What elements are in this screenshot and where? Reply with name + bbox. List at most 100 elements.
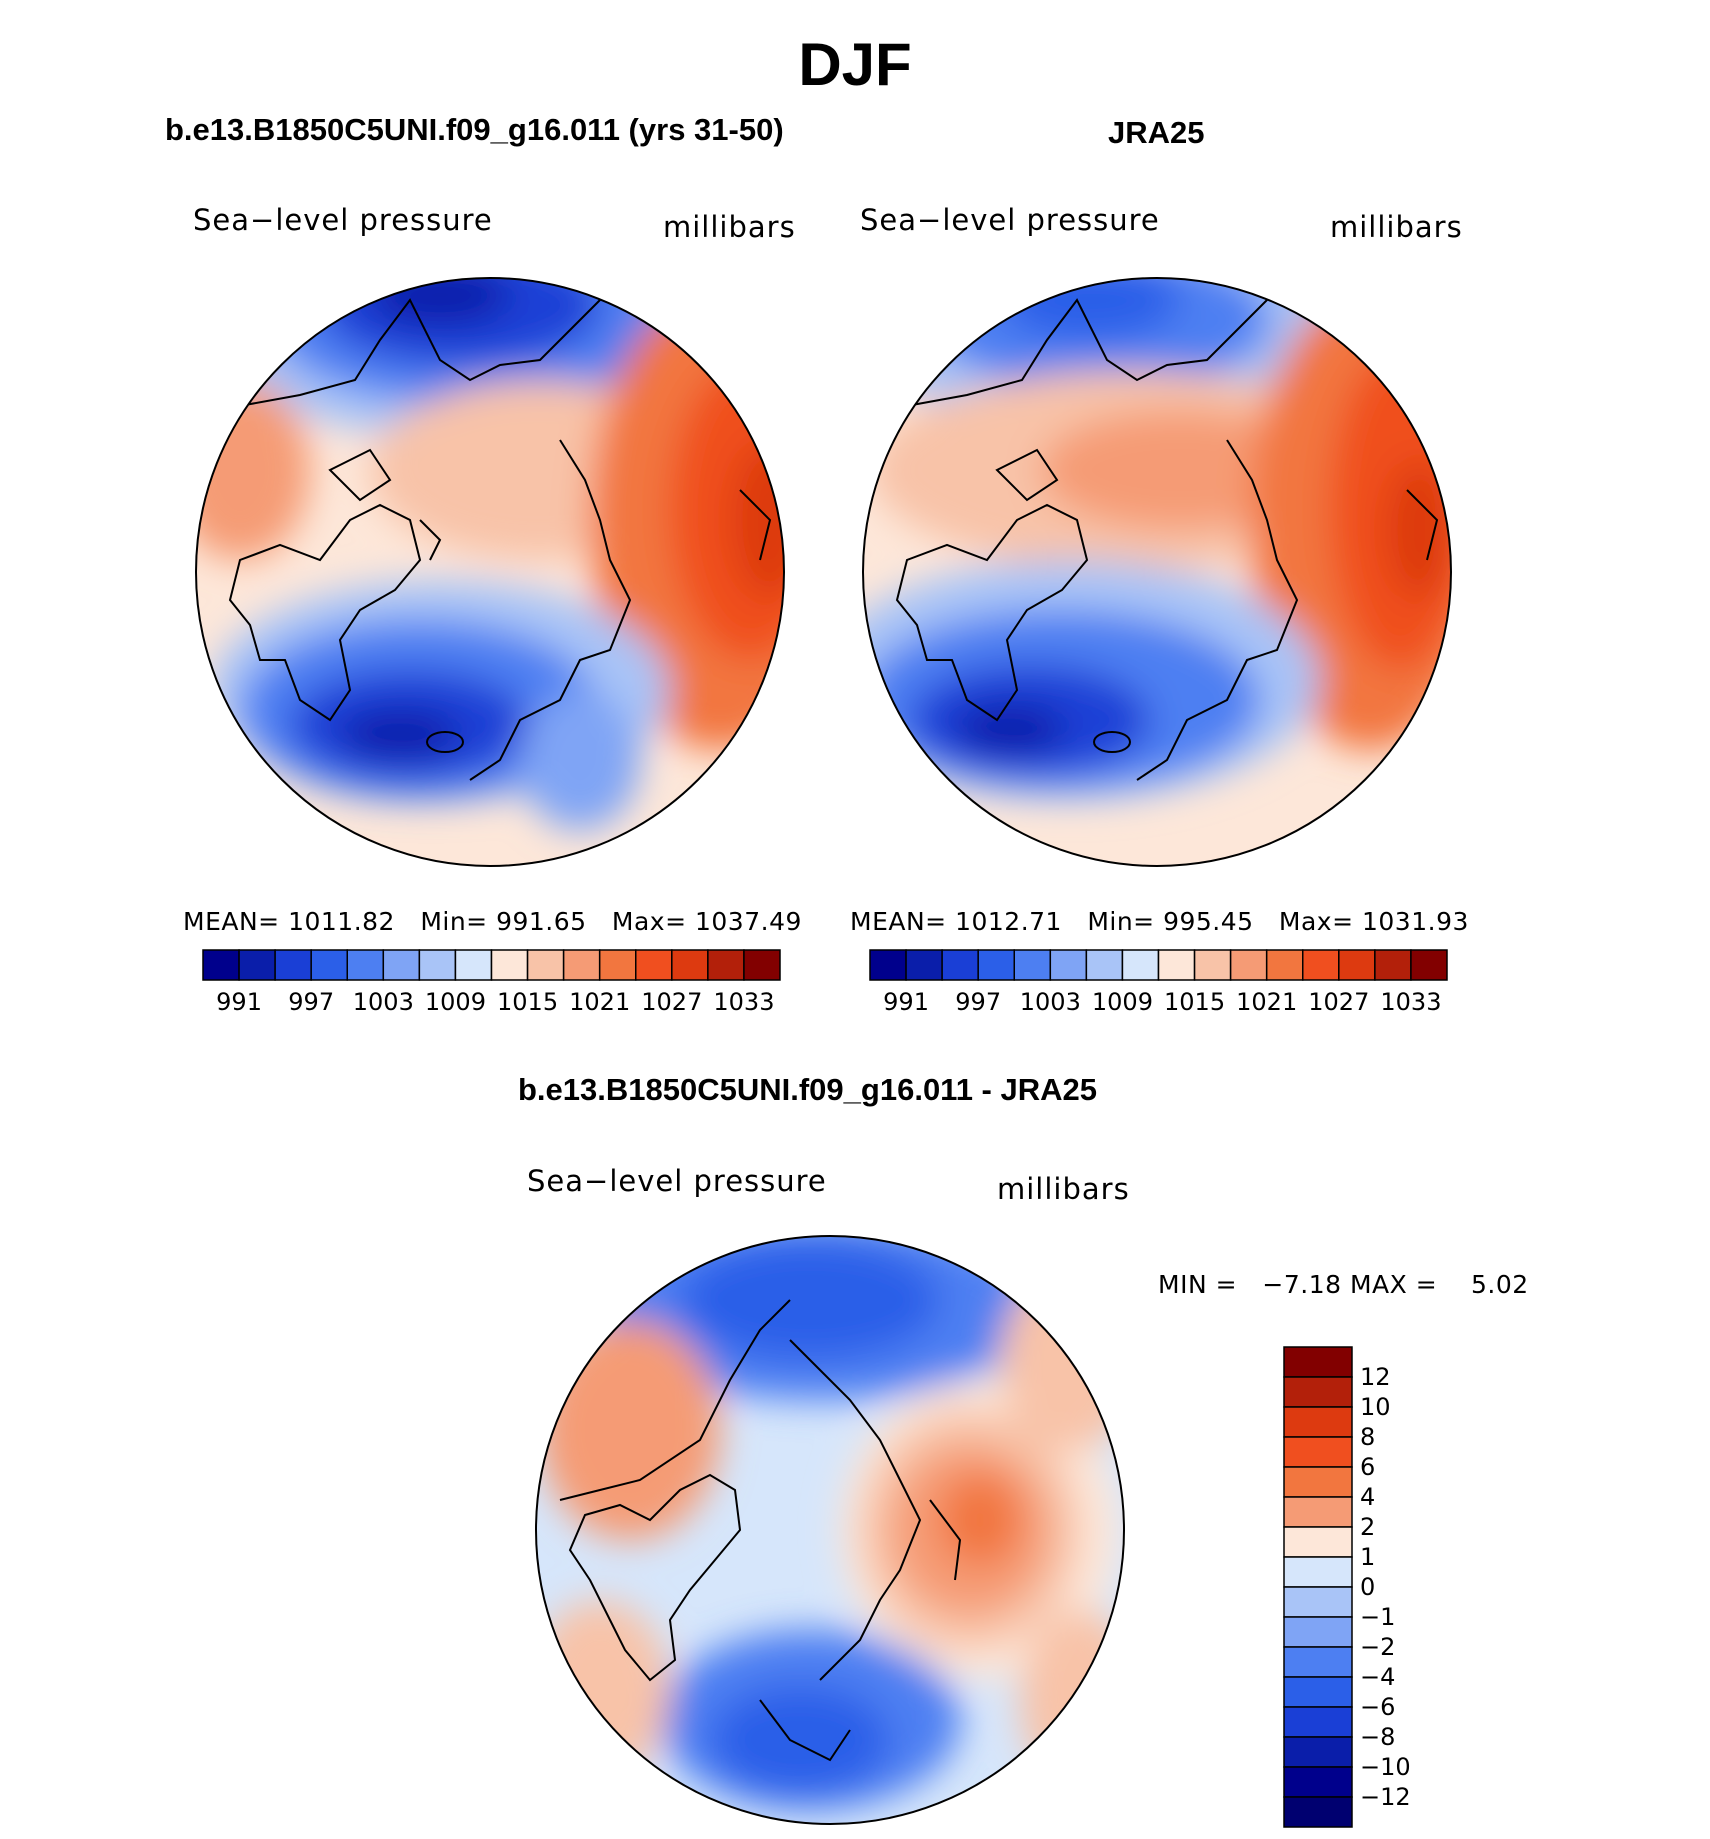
obs-max-value: 1031.93 bbox=[1362, 907, 1469, 936]
obs-stats: MEAN= 1012.71 Min= 995.45 Max= 1031.93 bbox=[850, 907, 1469, 936]
diff-colorbar-box bbox=[1283, 1496, 1353, 1528]
model-colorbar-box bbox=[671, 949, 709, 981]
obs-colorbar-box bbox=[1085, 949, 1124, 981]
obs-min-value: 995.45 bbox=[1163, 907, 1254, 936]
model-min-value: 991.65 bbox=[496, 907, 587, 936]
diff-colorbar-tick: 2 bbox=[1360, 1513, 1376, 1541]
obs-slp-map bbox=[862, 277, 1452, 867]
obs-mean-value: 1012.71 bbox=[955, 907, 1062, 936]
model-colorbar-box bbox=[346, 949, 385, 981]
model-max-value: 1037.49 bbox=[695, 907, 802, 936]
obs-colorbar-tick: 1021 bbox=[1236, 988, 1298, 1016]
diff-colorbar-box bbox=[1283, 1406, 1353, 1438]
diff-colorbar-tick: 4 bbox=[1360, 1483, 1376, 1511]
obs-colorbar-box bbox=[941, 949, 979, 981]
diff-colorbar-box bbox=[1283, 1586, 1353, 1618]
diff-colorbar-tick: 8 bbox=[1360, 1423, 1376, 1451]
obs-colorbar-tick: 1015 bbox=[1164, 988, 1226, 1016]
model-colorbar-box bbox=[418, 949, 457, 981]
model-stats: MEAN= 1011.82 Min= 991.65 Max= 1037.49 bbox=[183, 907, 802, 936]
obs-colorbar bbox=[869, 949, 1448, 981]
diff-colorbar-tick: −4 bbox=[1360, 1663, 1396, 1691]
obs-colorbar-box bbox=[1157, 949, 1196, 981]
obs-colorbar-box bbox=[1265, 949, 1304, 981]
diff-slp-map bbox=[535, 1235, 1125, 1825]
model-colorbar bbox=[202, 949, 781, 981]
obs-colorbar-box bbox=[1302, 949, 1340, 981]
diff-colorbar-tick: −10 bbox=[1360, 1753, 1411, 1781]
obs-variable-label: Sea−level pressure bbox=[860, 203, 1160, 237]
model-colorbar-box bbox=[202, 949, 240, 981]
diff-colorbar-tick: 1 bbox=[1360, 1543, 1376, 1571]
diff-colorbar-box bbox=[1283, 1706, 1353, 1738]
obs-colorbar-box bbox=[1229, 949, 1268, 981]
diff-colorbar-tick: 10 bbox=[1360, 1393, 1391, 1421]
diff-colorbar-box bbox=[1283, 1556, 1353, 1588]
model-colorbar-box bbox=[743, 949, 781, 981]
obs-units-label: millibars bbox=[1330, 210, 1463, 244]
diff-colorbar-tick: 6 bbox=[1360, 1453, 1376, 1481]
obs-colorbar-box bbox=[1374, 949, 1412, 981]
diff-colorbar-box bbox=[1283, 1646, 1353, 1678]
model-colorbar-box bbox=[598, 949, 637, 981]
diff-colorbar-tick: 0 bbox=[1360, 1573, 1376, 1601]
obs-colorbar-tick: 1009 bbox=[1091, 988, 1153, 1016]
diff-colorbar-tick: −2 bbox=[1360, 1633, 1396, 1661]
model-colorbar-tick: 1021 bbox=[569, 988, 631, 1016]
model-variable-label: Sea−level pressure bbox=[193, 203, 493, 237]
diff-stats: MIN = −7.18 MAX = 5.02 bbox=[1158, 1270, 1529, 1299]
diff-colorbar-tick: −12 bbox=[1360, 1783, 1411, 1811]
diff-units-label: millibars bbox=[997, 1172, 1130, 1206]
model-units-label: millibars bbox=[663, 210, 796, 244]
obs-colorbar-box bbox=[869, 949, 907, 981]
diff-colorbar-box bbox=[1283, 1616, 1353, 1648]
diff-panel-title: b.e13.B1850C5UNI.f09_g16.011 - JRA25 bbox=[518, 1072, 1097, 1107]
diff-min-value: −7.18 bbox=[1262, 1270, 1342, 1299]
diff-colorbar-box bbox=[1283, 1436, 1353, 1468]
obs-colorbar-tick: 1027 bbox=[1308, 988, 1370, 1016]
diff-colorbar-box bbox=[1283, 1796, 1353, 1828]
diff-max-value: 5.02 bbox=[1470, 1270, 1529, 1299]
obs-colorbar-box bbox=[1193, 949, 1232, 981]
diff-colorbar-box bbox=[1283, 1676, 1353, 1708]
model-colorbar-box bbox=[562, 949, 601, 981]
obs-colorbar-box bbox=[1410, 949, 1448, 981]
model-mean-value: 1011.82 bbox=[288, 907, 395, 936]
diff-colorbar-box bbox=[1283, 1466, 1353, 1498]
obs-colorbar-box bbox=[905, 949, 943, 981]
diff-variable-label: Sea−level pressure bbox=[527, 1164, 827, 1198]
model-colorbar-box bbox=[707, 949, 745, 981]
obs-colorbar-tick: 1033 bbox=[1380, 988, 1442, 1016]
model-colorbar-box bbox=[310, 949, 348, 981]
model-colorbar-box bbox=[635, 949, 673, 981]
model-colorbar-tick: 1027 bbox=[641, 988, 703, 1016]
diff-colorbar-tick: −6 bbox=[1360, 1693, 1396, 1721]
diff-colorbar-box bbox=[1283, 1766, 1353, 1798]
diff-colorbar-box bbox=[1283, 1736, 1353, 1768]
model-colorbar-box bbox=[382, 949, 421, 981]
diff-colorbar-box bbox=[1283, 1526, 1353, 1558]
model-colorbar-tick: 997 bbox=[288, 988, 335, 1016]
model-colorbar-tick: 1003 bbox=[352, 988, 414, 1016]
obs-colorbar-tick: 1003 bbox=[1019, 988, 1081, 1016]
obs-colorbar-box bbox=[977, 949, 1015, 981]
model-panel-title: b.e13.B1850C5UNI.f09_g16.011 (yrs 31-50) bbox=[165, 112, 784, 147]
diff-colorbar bbox=[1283, 1346, 1353, 1828]
model-colorbar-tick: 991 bbox=[216, 988, 262, 1016]
model-colorbar-box bbox=[526, 949, 565, 981]
model-colorbar-box bbox=[238, 949, 276, 981]
obs-colorbar-tick: 991 bbox=[883, 988, 929, 1016]
model-colorbar-box bbox=[274, 949, 312, 981]
model-colorbar-box bbox=[490, 949, 529, 981]
obs-colorbar-tick: 997 bbox=[955, 988, 1002, 1016]
obs-colorbar-box bbox=[1013, 949, 1052, 981]
diff-colorbar-tick: 12 bbox=[1360, 1363, 1391, 1391]
model-colorbar-tick: 1009 bbox=[424, 988, 486, 1016]
diff-colorbar-tick: −1 bbox=[1360, 1603, 1396, 1631]
diff-colorbar-box bbox=[1283, 1346, 1353, 1378]
page-title: DJF bbox=[798, 31, 912, 98]
obs-colorbar-box bbox=[1049, 949, 1088, 981]
model-slp-map bbox=[195, 277, 785, 867]
obs-colorbar-box bbox=[1121, 949, 1160, 981]
